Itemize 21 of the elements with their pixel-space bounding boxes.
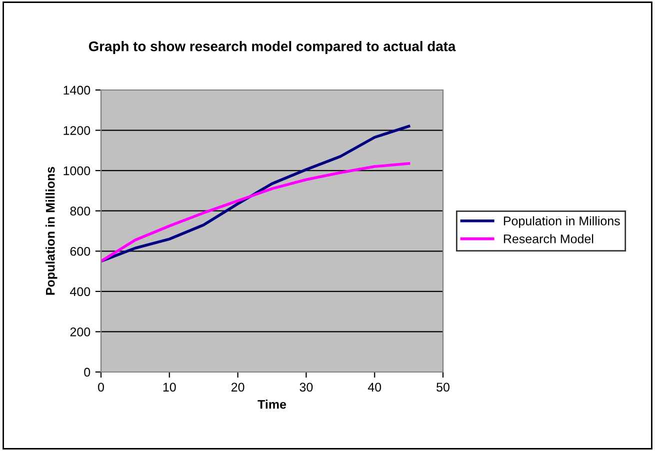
y-tick-label: 1000 bbox=[64, 166, 90, 176]
y-tick-label: 800 bbox=[70, 206, 90, 216]
y-tick-label: 600 bbox=[70, 246, 90, 256]
x-tick-label: 20 bbox=[231, 382, 244, 392]
chart-title: Graph to show research model compared to actual data bbox=[88, 41, 456, 54]
legend-label: Research Model bbox=[504, 234, 594, 244]
x-tick-label: 10 bbox=[163, 382, 176, 392]
x-tick-label: 40 bbox=[368, 382, 382, 392]
x-tick-label: 0 bbox=[98, 382, 104, 392]
line-series bbox=[101, 124, 410, 263]
legend-label: Population in Millions bbox=[504, 216, 620, 228]
x-tick-label: 50 bbox=[436, 382, 450, 392]
y-tick-label: 1400 bbox=[64, 86, 90, 95]
y-tick-label: 0 bbox=[84, 368, 90, 377]
y-tick-label: 200 bbox=[70, 328, 90, 336]
x-axis-title: Time bbox=[258, 400, 286, 409]
line-series bbox=[101, 162, 410, 263]
x-tick-label: 30 bbox=[300, 382, 313, 392]
y-axis-title: Population in Millions bbox=[46, 166, 58, 295]
y-tick-label: 1200 bbox=[64, 126, 90, 135]
y-tick-label: 400 bbox=[70, 287, 90, 296]
